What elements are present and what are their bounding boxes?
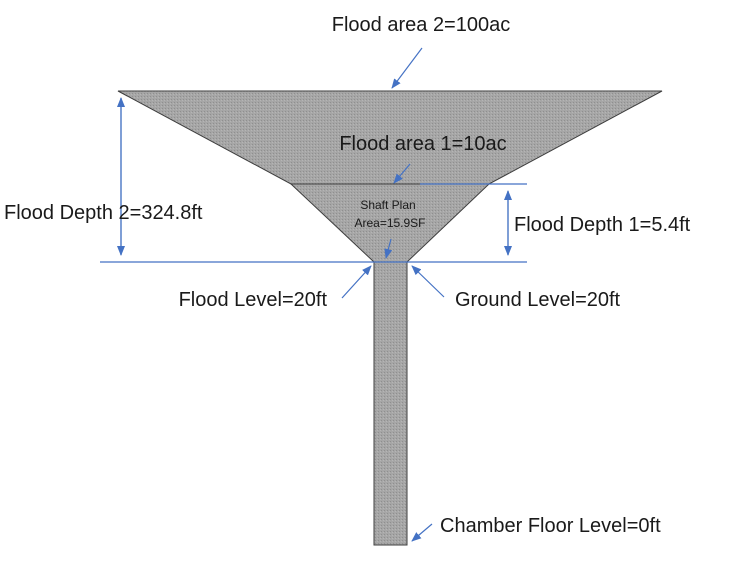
chamber-floor-level-label: Chamber Floor Level=0ft (440, 515, 661, 537)
flood-area-2-label: Flood area 2=100ac (332, 14, 510, 36)
flood-level-label: Flood Level=20ft (179, 289, 328, 311)
flood-area-2-leader (391, 47, 423, 89)
shaft-plan-label-line2: Area=15.9SF (354, 216, 425, 230)
shaft-plan-leader (384, 238, 393, 259)
shaft-shape (373, 261, 408, 546)
flood-area-1-label: Flood area 1=10ac (339, 133, 506, 155)
shaft-plan-label-line1: Shaft Plan (360, 198, 415, 212)
flood-depth-1-label: Flood Depth 1=5.4ft (514, 214, 691, 236)
flood-area-1-leader (393, 163, 411, 184)
ground-level-label: Ground Level=20ft (455, 289, 621, 311)
chamber-floor-leader (411, 523, 433, 542)
ground-level-leader (411, 265, 445, 298)
flood-depth-2-label: Flood Depth 2=324.8ft (4, 202, 203, 224)
flood-level-leader (341, 265, 372, 299)
